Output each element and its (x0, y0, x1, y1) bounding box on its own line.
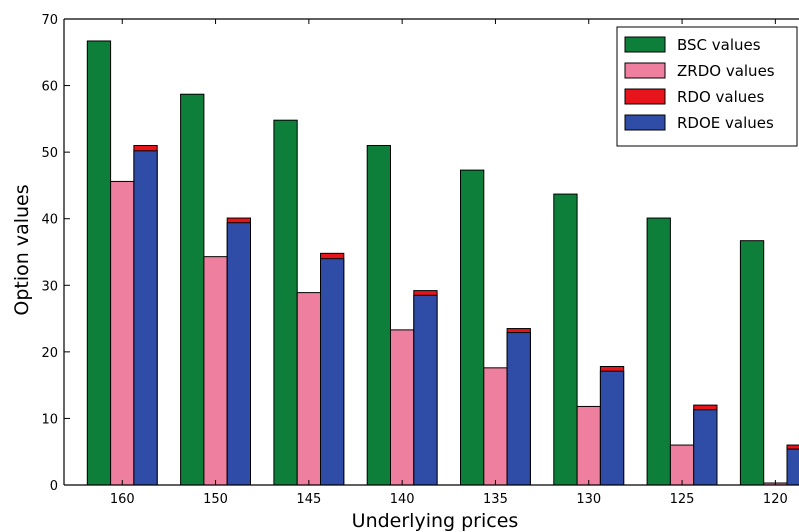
legend-swatch (624, 88, 666, 105)
y-tick-label: 20 (41, 346, 58, 361)
legend-label: BSC values (677, 36, 761, 54)
bar-zrdo (669, 444, 695, 486)
y-tick-label: 70 (41, 13, 58, 28)
y-axis-label: Option values (11, 184, 33, 315)
x-tick-label: 140 (390, 492, 415, 507)
y-tick-label: 40 (41, 213, 58, 228)
bar-bsc (739, 240, 765, 486)
bar-bsc (366, 144, 392, 486)
legend-label: RDOE values (677, 114, 774, 132)
bar-rdoe (506, 332, 531, 486)
bar-rdoe (693, 409, 718, 486)
bar-rdoe (320, 258, 345, 486)
legend-swatch (624, 36, 666, 53)
x-axis-label: Underlying prices (352, 510, 519, 532)
x-tick-label: 125 (670, 492, 695, 507)
bar-bsc (460, 169, 485, 486)
legend-swatch (624, 62, 666, 79)
y-tick-label: 10 (41, 412, 58, 427)
y-tick-label: 0 (50, 479, 58, 494)
bar-bsc (553, 193, 578, 486)
bar-zrdo (390, 329, 415, 486)
bar-rdoe (786, 448, 799, 486)
bar-bsc (646, 217, 671, 486)
bar-bsc (273, 119, 298, 486)
x-tick-label: 135 (483, 492, 508, 507)
bar-zrdo (576, 405, 601, 486)
legend-label: ZRDO values (677, 62, 775, 80)
legend-label: RDO values (677, 88, 765, 106)
bar-zrdo (203, 256, 228, 486)
bar-rdoe (413, 294, 438, 486)
bar-rdoe (599, 370, 625, 486)
bar-rdoe (226, 222, 251, 486)
axes-layer: 160 150 145 140 135 130 125 120 0 10 20 30 40 50 60 70 (41, 13, 799, 507)
bar-rdoe (133, 150, 158, 486)
y-tick-label: 50 (41, 146, 58, 161)
x-tick-label: 150 (203, 492, 228, 507)
y-tick-label: 60 (41, 80, 58, 95)
bar-zrdo (483, 367, 508, 486)
x-tick-label: 120 (763, 492, 788, 507)
bar-zrdo (110, 180, 135, 486)
bar-zrdo (296, 292, 322, 486)
y-tick-label: 30 (41, 279, 58, 294)
x-tick-label: 130 (576, 492, 601, 507)
x-tick-label: 160 (110, 492, 135, 507)
legend: BSC values ZRDO values RDO values RDOE valu… (616, 26, 798, 147)
bars-layer (86, 40, 799, 486)
x-tick-label: 145 (296, 492, 321, 507)
bar-bsc (86, 40, 112, 486)
bar-bsc (180, 93, 205, 486)
legend-swatch (624, 114, 666, 131)
